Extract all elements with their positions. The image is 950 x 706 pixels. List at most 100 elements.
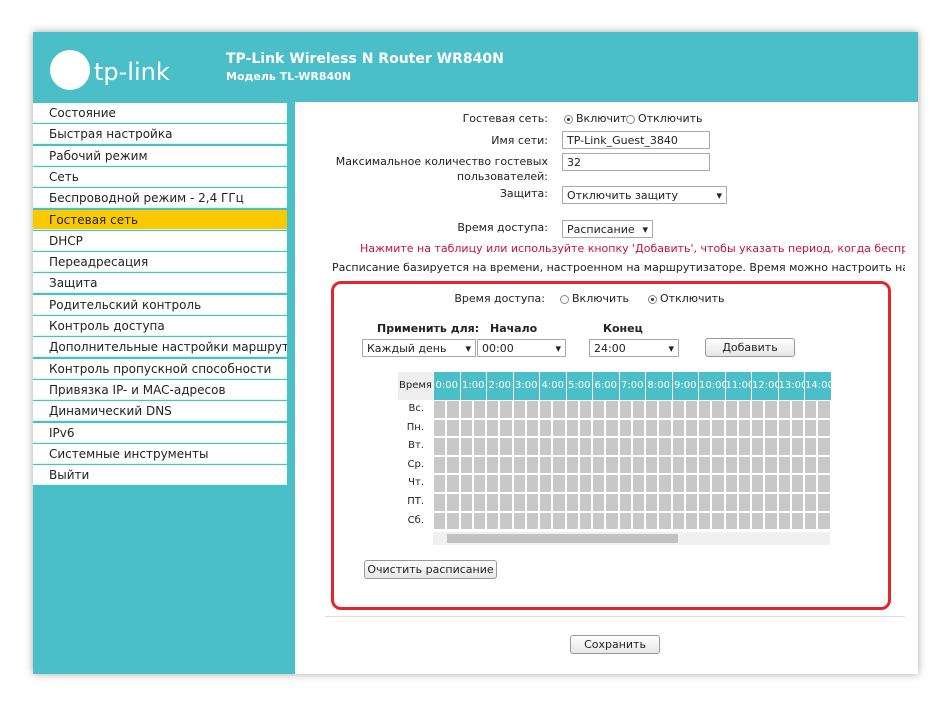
schedule-cell[interactable] (565, 493, 579, 512)
schedule-cell[interactable] (751, 437, 765, 456)
schedule-cell[interactable] (631, 493, 645, 512)
schedule-cell[interactable] (446, 418, 460, 438)
schedule-cell[interactable] (459, 455, 473, 475)
schedule-cell[interactable] (486, 474, 500, 493)
menu-item[interactable]: Контроль пропускной способности (33, 358, 287, 379)
schedule-cell[interactable] (804, 437, 818, 456)
schedule-cell[interactable] (777, 400, 791, 419)
schedule-cell[interactable] (433, 493, 447, 512)
schedule-cell[interactable] (671, 474, 685, 493)
schedule-cell[interactable] (472, 437, 486, 456)
schedule-cell[interactable] (565, 437, 579, 456)
schedule-cell[interactable] (539, 418, 553, 438)
schedule-cell[interactable] (578, 493, 592, 512)
schedule-cell[interactable] (817, 511, 831, 531)
schedule-cell[interactable] (486, 493, 500, 512)
schedule-cell[interactable] (751, 455, 765, 475)
schedule-cell[interactable] (658, 455, 672, 475)
schedule-cell[interactable] (658, 437, 672, 456)
schedule-cell[interactable] (711, 474, 725, 493)
schedule-cell[interactable] (711, 400, 725, 419)
schedule-cell[interactable] (724, 400, 738, 419)
schedule-cell[interactable] (499, 474, 513, 493)
schedule-cell[interactable] (592, 474, 606, 493)
schedule-cell[interactable] (711, 418, 725, 438)
schedule-cell[interactable] (525, 511, 539, 531)
schedule-cell[interactable] (592, 455, 606, 475)
schedule-cell[interactable] (737, 511, 751, 531)
schedule-cell[interactable] (804, 455, 818, 475)
schedule-cell[interactable] (605, 418, 619, 438)
menu-item[interactable]: IPv6 (33, 422, 287, 443)
schedule-cell[interactable] (486, 437, 500, 456)
schedule-cell[interactable] (737, 400, 751, 419)
schedule-cell[interactable] (698, 418, 712, 438)
menu-item[interactable]: Привязка IP- и MAC-адресов (33, 379, 287, 400)
schedule-cell[interactable] (433, 474, 447, 493)
schedule-cell[interactable] (724, 437, 738, 456)
scroll-thumb[interactable] (447, 534, 678, 543)
schedule-cell[interactable] (512, 511, 526, 531)
schedule-cell[interactable] (724, 474, 738, 493)
schedule-cell[interactable] (631, 455, 645, 475)
schedule-cell[interactable] (486, 400, 500, 419)
menu-item[interactable]: Родительский контроль (33, 294, 287, 315)
schedule-cell[interactable] (499, 493, 513, 512)
schedule-cell[interactable] (459, 511, 473, 531)
radio[interactable] (626, 115, 635, 124)
schedule-cell[interactable] (698, 493, 712, 512)
schedule-cell[interactable] (618, 418, 632, 438)
schedule-cell[interactable] (671, 418, 685, 438)
schedule-cell[interactable] (645, 418, 659, 438)
schedule-cell[interactable] (684, 400, 698, 419)
schedule-cell[interactable] (698, 511, 712, 531)
schedule-cell[interactable] (552, 418, 566, 438)
menu-item[interactable]: Состояние (33, 103, 287, 123)
menu-item[interactable]: Динамический DNS (33, 401, 287, 422)
schedule-cell[interactable] (645, 474, 659, 493)
schedule-cell[interactable] (777, 418, 791, 438)
schedule-cell[interactable] (525, 455, 539, 475)
schedule-cell[interactable] (671, 511, 685, 531)
schedule-cell[interactable] (592, 418, 606, 438)
schedule-cell[interactable] (552, 474, 566, 493)
schedule-cell[interactable] (698, 400, 712, 419)
menu-item[interactable]: Дополнительные настройки маршрутизации (33, 337, 287, 358)
schedule-cell[interactable] (512, 400, 526, 419)
schedule-cell[interactable] (552, 511, 566, 531)
schedule-cell[interactable] (817, 418, 831, 438)
schedule-cell[interactable] (698, 474, 712, 493)
schedule-cell[interactable] (751, 400, 765, 419)
schedule-cell[interactable] (804, 418, 818, 438)
schedule-cell[interactable] (499, 511, 513, 531)
schedule-cell[interactable] (631, 400, 645, 419)
menu-item[interactable]: Выйти (33, 465, 287, 486)
schedule-cell[interactable] (605, 511, 619, 531)
menu-item[interactable]: Беспроводной режим - 2,4 ГГц (33, 188, 287, 209)
schedule-cell[interactable] (592, 437, 606, 456)
schedule-cell[interactable] (790, 400, 804, 419)
schedule-cell[interactable] (777, 455, 791, 475)
schedule-cell[interactable] (711, 511, 725, 531)
menu-item[interactable]: Рабочий режим (33, 145, 287, 166)
schedule-cell[interactable] (565, 455, 579, 475)
schedule-cell[interactable] (804, 474, 818, 493)
schedule-cell[interactable] (724, 455, 738, 475)
schedule-cell[interactable] (565, 418, 579, 438)
schedule-cell[interactable] (578, 474, 592, 493)
schedule-cell[interactable] (658, 400, 672, 419)
save-button[interactable]: Сохранить (570, 635, 660, 654)
schedule-cell[interactable] (631, 474, 645, 493)
schedule-cell[interactable] (512, 418, 526, 438)
schedule-cell[interactable] (631, 437, 645, 456)
schedule-cell[interactable] (671, 400, 685, 419)
schedule-cell[interactable] (684, 455, 698, 475)
schedule-cell[interactable] (605, 455, 619, 475)
schedule-cell[interactable] (539, 400, 553, 419)
schedule-cell[interactable] (552, 437, 566, 456)
schedule-cell[interactable] (578, 418, 592, 438)
schedule-cell[interactable] (433, 400, 447, 419)
schedule-cell[interactable] (433, 437, 447, 456)
clear-button[interactable]: Очистить расписание (364, 560, 497, 579)
schedule-cell[interactable] (777, 437, 791, 456)
